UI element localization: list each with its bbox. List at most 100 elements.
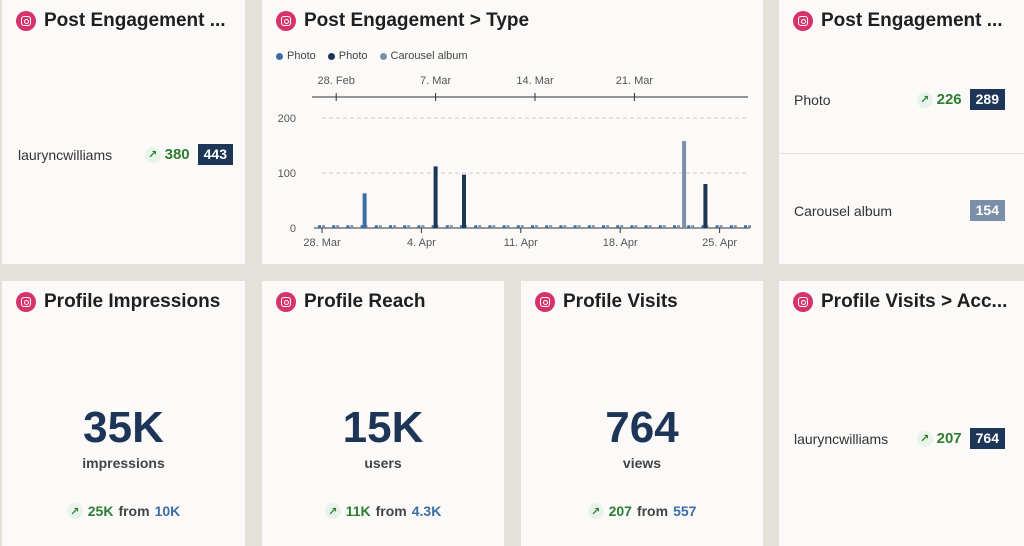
baseline-bar <box>729 225 733 228</box>
baseline-bar <box>630 225 634 228</box>
baseline-bar <box>502 225 506 228</box>
baseline-bar <box>417 225 421 228</box>
tile-post-engagement-user: Post Engagement ... lauryncwilliams ↗ 38… <box>2 0 245 264</box>
tile-profile-visits-account: Profile Visits > Acc... lauryncwilliams … <box>779 281 1024 546</box>
tile-title-text: Profile Visits <box>563 291 678 312</box>
metric-unit: users <box>364 455 402 471</box>
account-label: lauryncwilliams <box>18 146 113 163</box>
type-row-carousel[interactable]: Carousel album 154 <box>794 200 1005 221</box>
instagram-icon <box>535 292 555 312</box>
metric-value: 15K <box>342 403 424 452</box>
baseline-bar <box>549 225 553 228</box>
baseline-bar <box>602 225 605 228</box>
x-tick-label: 25. Apr <box>702 237 737 249</box>
legend-item[interactable]: Photo <box>276 50 316 62</box>
baseline-bar <box>644 225 648 228</box>
previous-value: 557 <box>673 503 697 519</box>
baseline-bar <box>687 225 691 228</box>
account-row[interactable]: lauryncwilliams ↗ 380 443 <box>18 144 233 165</box>
baseline-bar <box>322 225 325 228</box>
baseline-bar <box>715 225 719 228</box>
baseline-bar <box>421 225 425 228</box>
tile-title[interactable]: Profile Visits <box>535 289 755 315</box>
delta-text: 207 <box>608 503 632 519</box>
data-bar <box>682 141 687 228</box>
baseline-bar <box>516 225 520 228</box>
trend-up-icon: ↗ <box>66 503 83 519</box>
y-tick-label: 200 <box>278 113 296 125</box>
y-tick-label: 0 <box>290 223 296 235</box>
value-badge: 764 <box>969 428 1005 449</box>
tile-title[interactable]: Profile Impressions <box>16 289 237 315</box>
instagram-icon <box>793 11 813 31</box>
baseline-bar <box>658 225 662 228</box>
tile-title[interactable]: Post Engagement ... <box>793 8 1016 34</box>
baseline-bar <box>606 225 609 228</box>
baseline-bar <box>577 225 581 228</box>
legend-item[interactable]: Carousel album <box>379 50 468 62</box>
legend-dot <box>379 52 387 60</box>
trend-up-icon: ↗ <box>144 146 161 163</box>
baseline-bar <box>733 225 737 228</box>
data-bar <box>462 174 466 228</box>
delta-value: ↗ 226 <box>916 91 962 108</box>
metric-comparison: ↗ 25K from 10K <box>2 503 245 519</box>
instagram-icon <box>16 292 36 312</box>
x-tick-label: 4. Apr <box>407 237 436 249</box>
baseline-bar <box>318 225 321 228</box>
legend-item[interactable]: Photo <box>327 50 368 62</box>
x-tick-label: 28. Mar <box>303 237 341 249</box>
baseline-bar <box>520 225 524 228</box>
tile-title-text: Post Engagement ... <box>44 10 226 31</box>
baseline-bar <box>403 225 407 228</box>
top-tick-label: 21. Mar <box>616 75 654 87</box>
baseline-bar <box>616 225 620 228</box>
metric-unit: views <box>622 455 662 471</box>
baseline-bar <box>407 225 411 228</box>
legend-label: Carousel album <box>390 50 468 62</box>
metric-comparison: ↗ 207 from 557 <box>521 503 763 519</box>
tile-title[interactable]: Profile Visits > Acc... <box>793 289 1016 315</box>
top-tick-label: 14. Mar <box>516 75 554 87</box>
tile-title-text: Post Engagement ... <box>821 10 1003 31</box>
baseline-bar <box>748 225 751 228</box>
instagram-icon <box>276 11 296 31</box>
baseline-bar <box>573 225 577 228</box>
baseline-bar <box>336 225 340 228</box>
tile-title-text: Profile Visits > Acc... <box>821 291 1008 312</box>
tile-profile-reach: Profile Reach 15K users ↗ 11K from 4.3K <box>262 281 504 546</box>
legend-dot <box>276 52 283 60</box>
previous-value: 10K <box>154 503 181 519</box>
type-row-photo[interactable]: Photo ↗ 226 289 <box>794 89 1005 110</box>
metric-value: 35K <box>83 403 164 452</box>
tile-profile-visits: Profile Visits 764 views ↗ 207 from 557 <box>521 281 763 546</box>
value-badge: 154 <box>969 200 1005 221</box>
baseline-bar <box>474 225 478 228</box>
tile-post-engagement-breakdown: Post Engagement ... Photo ↗ 226 289 Caro… <box>779 0 1024 264</box>
data-bar <box>433 166 438 228</box>
legend-label: Photo <box>338 50 368 62</box>
value-badge: 443 <box>197 144 233 165</box>
tile-title[interactable]: Post Engagement ... <box>16 8 237 34</box>
type-label: Photo <box>794 91 831 108</box>
from-label: from <box>636 503 669 519</box>
trend-up-icon: ↗ <box>916 91 933 108</box>
x-tick-label: 11. Apr <box>504 237 538 249</box>
tile-title[interactable]: Profile Reach <box>276 289 496 315</box>
data-bar <box>703 184 708 228</box>
from-label: from <box>118 503 150 519</box>
baseline-bar <box>350 225 354 228</box>
baseline-bar <box>360 225 364 228</box>
tile-title[interactable]: Post Engagement > Type <box>276 8 755 34</box>
baseline-bar <box>393 225 396 228</box>
baseline-bar <box>677 225 680 228</box>
from-label: from <box>375 503 407 519</box>
engagement-type-chart: 0 100 200 28. Mar 4. Apr 11. Apr 18. Apr 25. Ap… <box>278 75 751 249</box>
metric-comparison: ↗ 11K from 4.3K <box>262 503 504 519</box>
baseline-bar <box>478 225 482 228</box>
baseline-bar <box>648 225 652 228</box>
baseline-bar <box>559 225 563 228</box>
trend-up-icon: ↗ <box>916 430 933 447</box>
trend-up-icon: ↗ <box>324 503 341 519</box>
account-row[interactable]: lauryncwilliams ↗ 207 764 <box>794 428 1005 449</box>
